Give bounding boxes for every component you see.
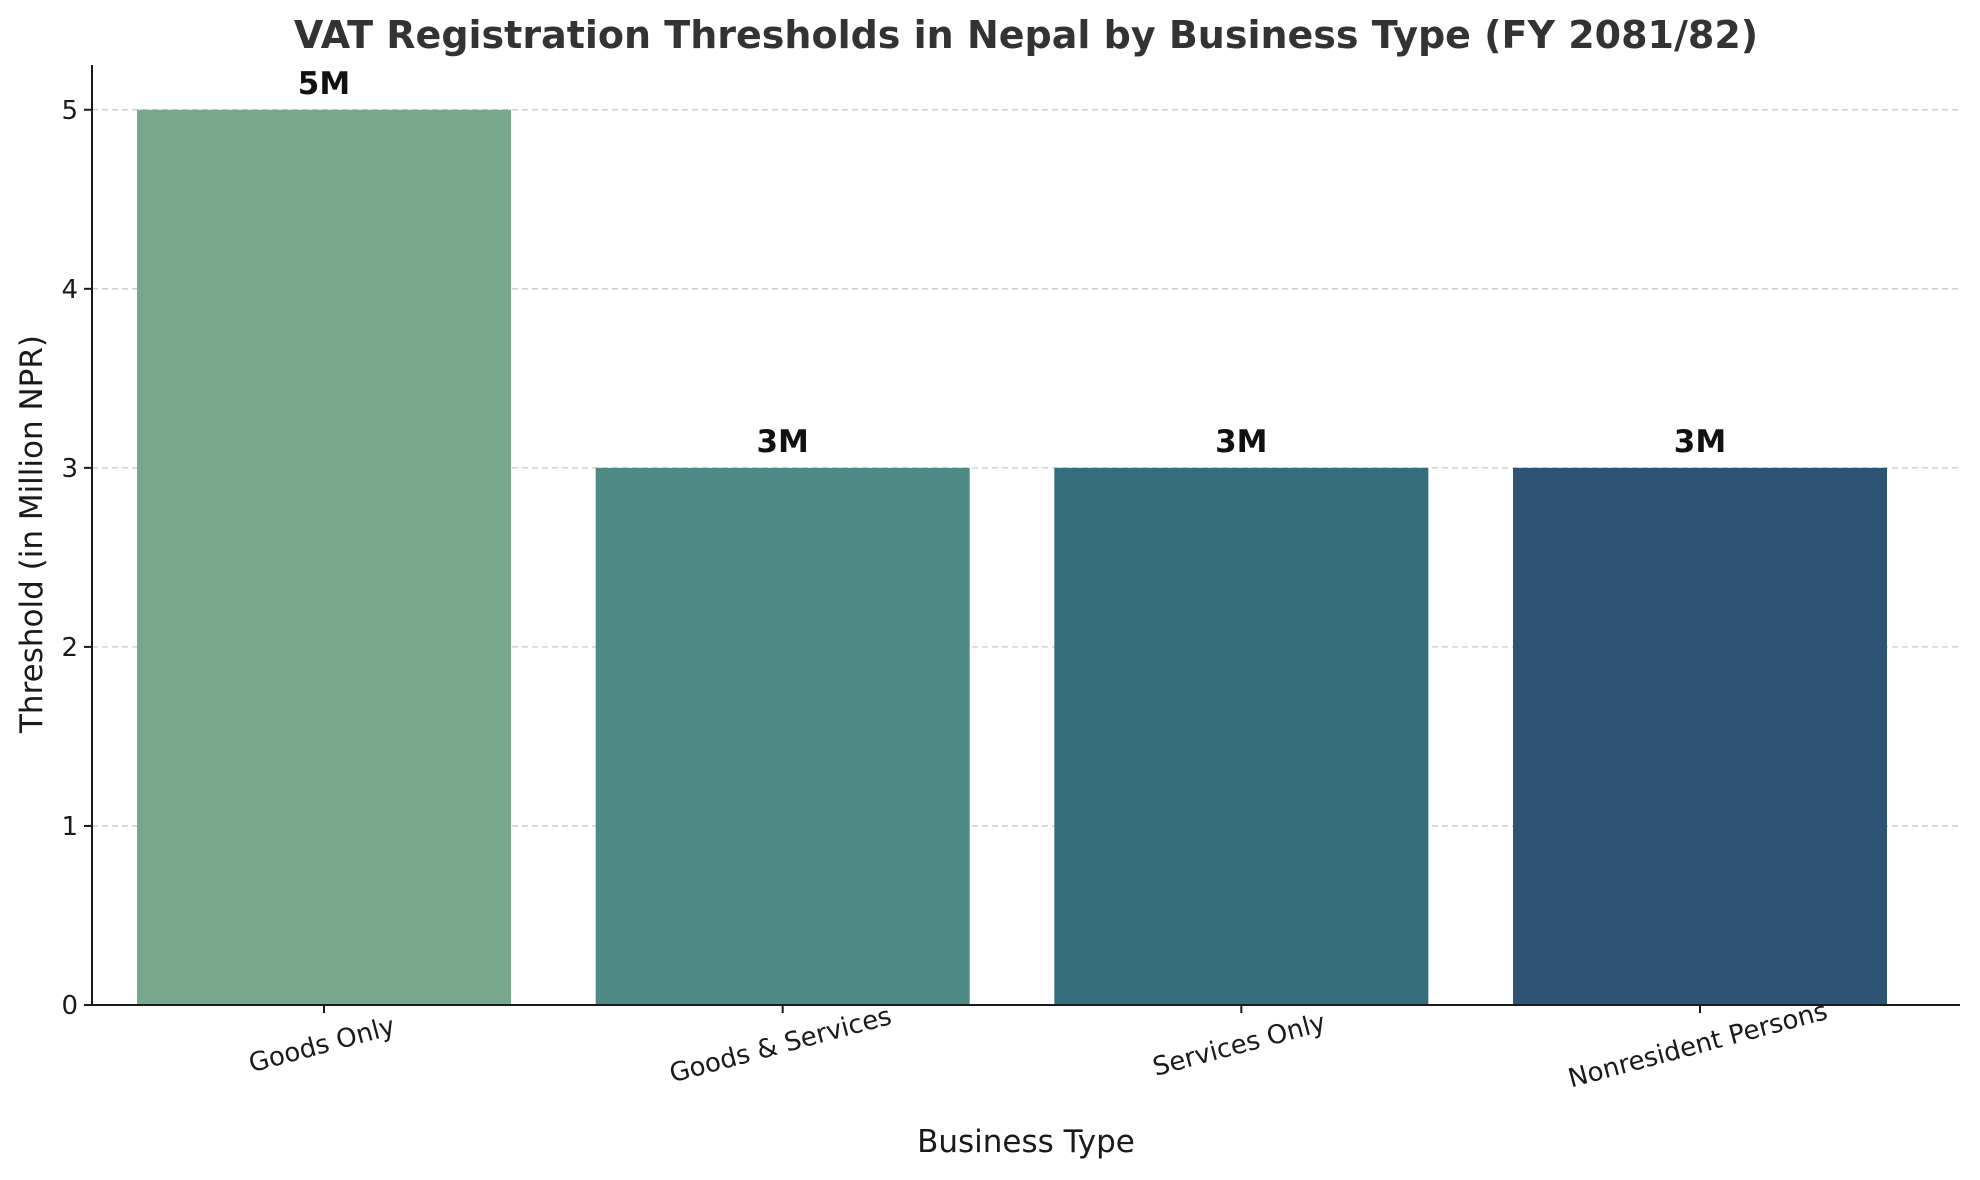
y-tick-label: 5	[61, 96, 78, 126]
y-tick-label: 2	[61, 633, 78, 663]
bar	[595, 467, 970, 1005]
bar	[1513, 467, 1887, 1005]
y-tick-label: 1	[61, 812, 78, 842]
y-axis-title: Threshold (in Million NPR)	[14, 335, 50, 734]
x-tick-label: Goods & Services	[666, 1001, 894, 1089]
y-tick-label: 0	[61, 991, 78, 1021]
x-tick-label: Services Only	[1150, 1008, 1329, 1083]
data-label: 3M	[1674, 424, 1726, 460]
axes	[91, 65, 1960, 1006]
chart-title: VAT Registration Thresholds in Nepal by …	[294, 13, 1758, 57]
y-ticks: 0 1 2 3 4 5	[61, 96, 92, 1021]
data-labels: 5M 3M 3M 3M	[298, 66, 1726, 460]
data-label: 3M	[1215, 424, 1267, 460]
y-tick-label: 3	[61, 454, 78, 484]
x-axis-title: Business Type	[917, 1124, 1135, 1160]
bar	[137, 109, 511, 1005]
x-tick-label: Goods Only	[246, 1011, 399, 1079]
x-tick-label: Nonresident Persons	[1565, 996, 1831, 1094]
bar	[1054, 467, 1429, 1005]
data-label: 5M	[298, 66, 350, 102]
data-label: 3M	[756, 424, 808, 460]
y-tick-label: 4	[61, 275, 78, 305]
x-ticks: Goods Only Goods & Services Services Only N…	[246, 996, 1831, 1094]
bars	[137, 109, 1887, 1005]
